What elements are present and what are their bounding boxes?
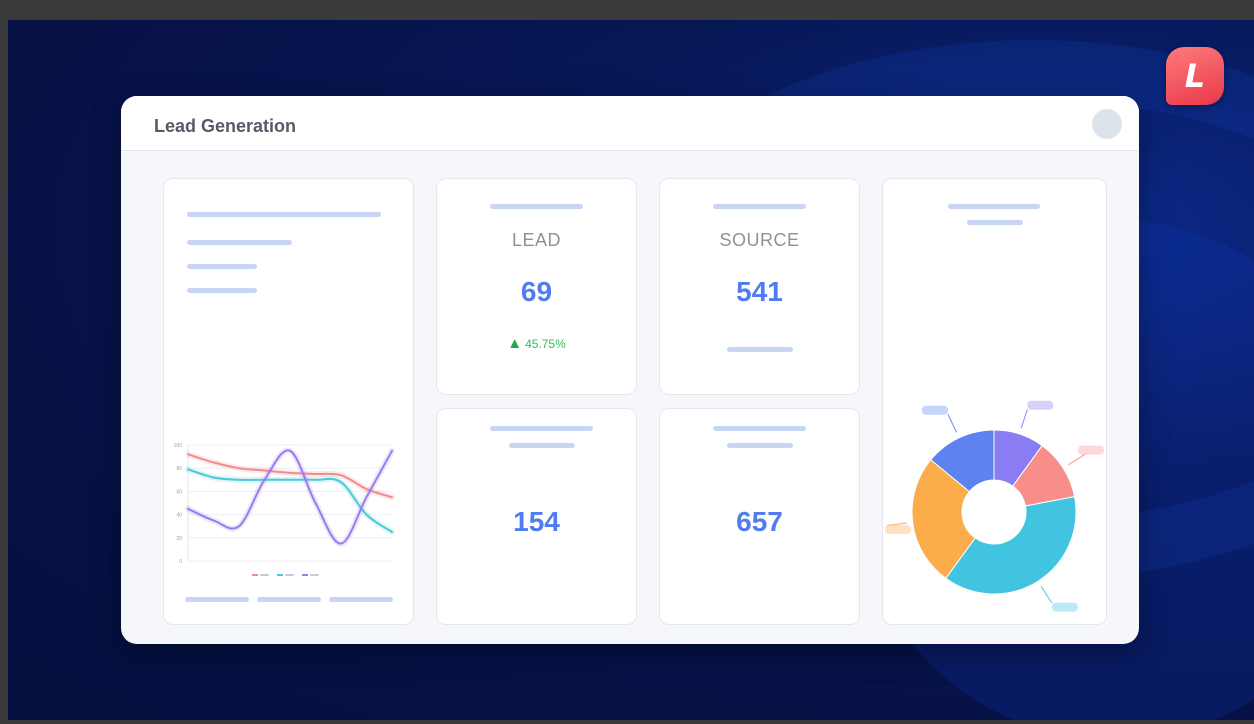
series-line [187, 449, 393, 545]
lead-trend-text: 45.75% [525, 337, 566, 351]
callout-line [886, 522, 907, 527]
y-tick-label: 100 [174, 443, 183, 449]
placeholder-line [948, 204, 1040, 209]
metric-card[interactable]: 154 [436, 408, 637, 625]
lead-card[interactable]: LEAD 69 ▲ 45.75% [436, 178, 637, 395]
placeholder-line [329, 597, 393, 602]
donut-chart-card [882, 178, 1107, 625]
callout-label-placeholder [1027, 400, 1054, 410]
donut-slice [930, 429, 995, 493]
placeholder-line [713, 204, 806, 209]
window-titlebar: Lead Generation [121, 96, 1139, 151]
callout-label-placeholder [1051, 602, 1078, 612]
placeholder-line [187, 240, 292, 245]
metric-card[interactable]: 657 [659, 408, 860, 625]
placeholder-line [490, 204, 583, 209]
callout-line [1040, 585, 1053, 604]
placeholder-line [509, 443, 575, 448]
callout-line [1020, 409, 1028, 429]
placeholder-line [490, 426, 593, 431]
callout-label-placeholder [922, 405, 949, 415]
placeholder-line [187, 212, 381, 217]
placeholder-line [187, 288, 257, 293]
placeholder-line [727, 347, 793, 352]
placeholder-line [187, 264, 257, 269]
placeholder-line [727, 443, 793, 448]
y-tick-label: 40 [176, 513, 182, 519]
source-value: 541 [736, 276, 783, 307]
window-control-button[interactable] [1092, 109, 1122, 139]
placeholder-line [185, 597, 249, 602]
metric-value: 154 [513, 506, 560, 537]
donut-slice [945, 496, 1077, 595]
y-tick-label: 60 [176, 489, 182, 495]
window-title: Lead Generation [154, 116, 297, 136]
callout-label-placeholder [1078, 445, 1104, 455]
callout-line [947, 414, 958, 433]
source-card[interactable]: SOURCE 541 [659, 178, 860, 395]
trend-up-icon: ▲ [507, 335, 523, 352]
placeholder-line [967, 220, 1023, 225]
legend-label-placeholder [310, 574, 319, 576]
lead-label: LEAD [511, 230, 562, 250]
metric-value: 657 [736, 506, 783, 537]
placeholder-line [257, 597, 321, 602]
lead-trend: ▲ 45.75% [437, 335, 636, 352]
series-line [187, 468, 393, 533]
callout-label-placeholder [885, 525, 911, 535]
lead-generation-window: Lead Generation 100 80 60 40 20 0 LEAD 69 ▲ 45… [121, 96, 1139, 644]
y-tick-label: 20 [176, 536, 182, 542]
lead-value: 69 [520, 276, 553, 307]
line-chart-card: 100 80 60 40 20 0 [163, 178, 414, 625]
series-line [187, 453, 393, 499]
y-tick-label: 0 [179, 559, 182, 565]
line-chart: 100 80 60 40 20 0 [174, 443, 395, 576]
callout-line [1067, 453, 1086, 466]
donut-slice [911, 459, 976, 580]
legend-label-placeholder [260, 574, 269, 576]
legend-label-placeholder [285, 574, 294, 576]
source-label: SOURCE [719, 230, 800, 250]
app-logo-icon[interactable]: L [1166, 47, 1224, 105]
placeholder-line [713, 426, 806, 431]
donut-chart [885, 400, 1104, 612]
y-tick-label: 80 [176, 466, 182, 472]
